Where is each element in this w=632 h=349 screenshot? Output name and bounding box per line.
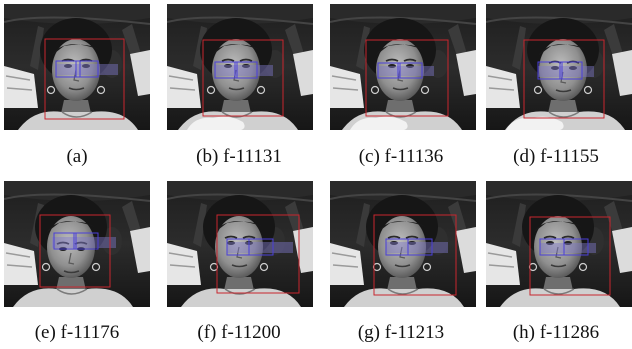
- left-eye-box: [55, 60, 81, 78]
- face-detection-box: [202, 39, 284, 117]
- eye-band-overlay: [227, 242, 293, 253]
- caption-h: (h) f-11286: [512, 322, 600, 343]
- right-eye-box: [559, 61, 583, 80]
- right-eye-box: [407, 238, 433, 256]
- face-frame-g: [330, 181, 476, 307]
- rear-window: [612, 227, 632, 273]
- right-eye-box: [248, 238, 274, 256]
- face-detection-box: [529, 216, 611, 296]
- panel-d-image: [486, 4, 632, 130]
- caption-f: (f) f-11200: [197, 322, 281, 343]
- hand: [350, 116, 408, 130]
- shirt: [13, 288, 133, 307]
- caption-b: (b) f-11131: [196, 146, 282, 167]
- face-frame-b: [167, 4, 313, 130]
- face-frame-a: [4, 4, 150, 130]
- panel-b-image: [167, 4, 313, 130]
- face-frame-c: [330, 4, 476, 130]
- face-detection-box: [373, 214, 457, 296]
- face-detection-box: [523, 39, 605, 119]
- rear-window: [130, 227, 150, 273]
- panel-g-image: [330, 181, 476, 307]
- caption-e: (e) f-11176: [34, 322, 120, 343]
- face-frame-e: [4, 181, 150, 307]
- right-eye-box: [75, 60, 99, 78]
- face-detection-box: [216, 214, 300, 294]
- eye-band-overlay: [215, 65, 273, 76]
- rear-window: [293, 227, 313, 273]
- panel-a-image: [4, 4, 150, 130]
- rear-window: [612, 50, 632, 96]
- face: [47, 216, 95, 278]
- eye-band-overlay: [538, 66, 594, 77]
- face-detection-box: [365, 39, 449, 117]
- eye-band-overlay: [52, 237, 116, 248]
- panel-c-image: [330, 4, 476, 130]
- shirt: [18, 111, 138, 130]
- left-eye-box: [537, 61, 563, 80]
- face-frame-d: [486, 4, 632, 130]
- rear-window: [293, 50, 313, 96]
- eye-band-overlay: [56, 64, 118, 75]
- caption-d: (d) f-11155: [513, 146, 599, 167]
- left-eye-box: [214, 61, 238, 79]
- right-eye-box: [397, 62, 423, 79]
- panel-f-image: [167, 181, 313, 307]
- face-detection-box: [44, 38, 125, 120]
- right-eye-box: [234, 61, 258, 79]
- right-eye-box: [563, 238, 589, 256]
- rear-window: [456, 50, 476, 96]
- caption-a: (a): [66, 146, 88, 167]
- right-eye-box: [73, 232, 99, 250]
- hand: [187, 116, 245, 130]
- face-frame-f: [167, 181, 313, 307]
- panel-e-image: [4, 181, 150, 307]
- face-frame-h: [486, 181, 632, 307]
- face-detection-box: [39, 214, 111, 288]
- left-eye-box: [377, 62, 401, 79]
- caption-c: (c) f-11136: [358, 146, 444, 167]
- rear-window: [130, 50, 150, 96]
- caption-g: (g) f-11213: [357, 322, 445, 343]
- eye-band-overlay: [540, 243, 596, 253]
- panel-h-image: [486, 181, 632, 307]
- hand: [506, 116, 564, 130]
- left-eye-box: [53, 232, 77, 250]
- rear-window: [456, 227, 476, 273]
- eye-band-overlay: [378, 66, 434, 76]
- eye-band-overlay: [386, 242, 448, 253]
- face: [539, 39, 587, 101]
